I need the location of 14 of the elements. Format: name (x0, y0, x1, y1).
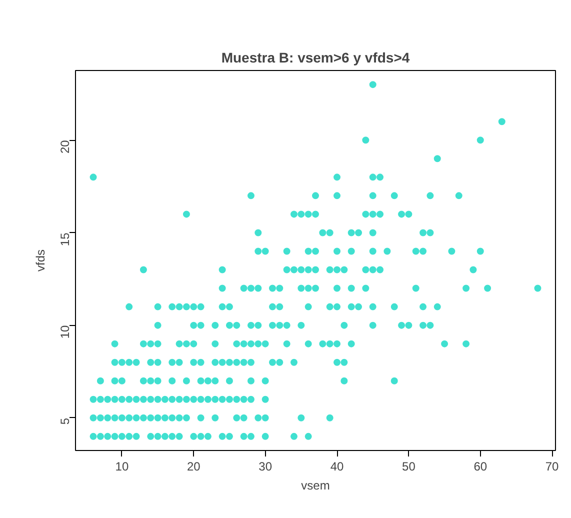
y-tick-label: 5 (58, 418, 72, 425)
x-tick-label: 70 (545, 460, 560, 474)
x-tick-label: 20 (186, 460, 201, 474)
y-tick-label: 15 (58, 232, 72, 246)
chart-title: Muestra B: vsem>6 y vfds>4 (221, 50, 410, 66)
x-tick-label: 60 (474, 460, 488, 474)
y-tick-label: 20 (58, 140, 72, 154)
x-tick-label: 40 (330, 460, 344, 474)
x-tick-label: 30 (258, 460, 272, 474)
x-tick-label: 10 (115, 460, 129, 474)
y-tick-label: 10 (58, 324, 72, 339)
y-axis-title: vfds (34, 249, 48, 272)
x-axis-title: vsem (301, 478, 330, 492)
x-tick-label: 50 (402, 460, 416, 474)
